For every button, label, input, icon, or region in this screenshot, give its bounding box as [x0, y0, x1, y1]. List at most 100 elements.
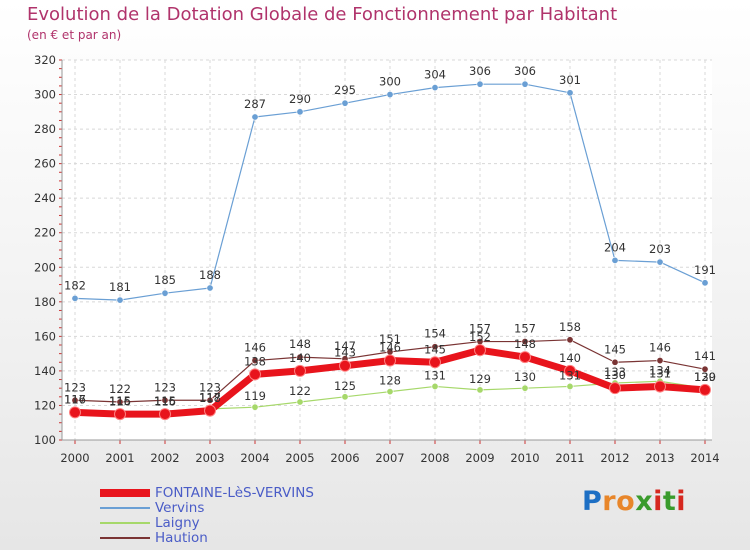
- data-point-vervins: [296, 108, 304, 116]
- legend-item-vervins: Vervins: [100, 500, 360, 517]
- logo-letter: i: [676, 486, 687, 517]
- data-label-laigny: 129: [469, 372, 491, 386]
- x-tick-label: 2012: [600, 451, 629, 465]
- legend-swatch-laigny: [100, 522, 150, 524]
- data-point-fontaine-les-vervins: [519, 351, 531, 364]
- data-point-laigny: [341, 393, 349, 401]
- data-label-laigny: 130: [514, 370, 536, 384]
- x-tick-label: 2009: [465, 451, 494, 465]
- data-label-haution: 147: [334, 339, 356, 353]
- data-label-vervins: 287: [244, 97, 266, 111]
- x-tick-label: 2001: [105, 451, 134, 465]
- data-label-fontaine-les-vervins: 115: [109, 394, 131, 408]
- data-label-vervins: 203: [649, 242, 671, 256]
- data-point-vervins: [701, 279, 709, 287]
- data-label-fontaine-les-vervins: 129: [694, 370, 716, 384]
- data-label-vervins: 300: [379, 75, 401, 89]
- x-tick-label: 2000: [60, 451, 89, 465]
- data-label-fontaine-les-vervins: 116: [64, 392, 86, 406]
- data-label-laigny: 128: [379, 374, 401, 388]
- data-point-haution: [701, 365, 709, 373]
- data-point-fontaine-les-vervins: [429, 356, 441, 369]
- data-label-haution: 122: [109, 382, 131, 396]
- x-tick-label: 2008: [420, 451, 449, 465]
- data-label-laigny: 116: [109, 394, 131, 408]
- x-tick-label: 2011: [555, 451, 584, 465]
- data-label-vervins: 204: [604, 240, 626, 254]
- data-point-vervins: [251, 113, 259, 121]
- data-point-laigny: [566, 382, 574, 390]
- data-point-vervins: [476, 80, 484, 88]
- data-point-haution: [71, 396, 79, 404]
- legend-label-vervins: Vervins: [155, 500, 205, 516]
- data-point-haution: [521, 338, 529, 346]
- data-label-haution: 145: [604, 342, 626, 356]
- data-point-laigny: [431, 382, 439, 390]
- data-label-fontaine-les-vervins: 140: [559, 351, 581, 365]
- chart-subtitle: (en € et par an): [27, 28, 122, 42]
- y-tick-label: 320: [34, 53, 56, 67]
- data-point-fontaine-les-vervins: [474, 344, 486, 357]
- data-point-haution: [656, 357, 664, 365]
- data-label-laigny: 119: [244, 389, 266, 403]
- data-label-haution: 123: [199, 380, 221, 394]
- logo-letter: r: [602, 486, 617, 517]
- data-point-vervins: [116, 296, 124, 304]
- data-point-fontaine-les-vervins: [654, 380, 666, 393]
- data-label-fontaine-les-vervins: 140: [289, 351, 311, 365]
- data-point-fontaine-les-vervins: [609, 382, 621, 395]
- data-point-fontaine-les-vervins: [339, 359, 351, 372]
- data-label-fontaine-les-vervins: 130: [604, 368, 626, 382]
- data-point-vervins: [386, 91, 394, 99]
- data-label-vervins: 182: [64, 278, 86, 292]
- data-point-fontaine-les-vervins: [699, 383, 711, 396]
- legend-swatch-haution: [100, 537, 150, 539]
- x-tick-label: 2014: [690, 451, 719, 465]
- x-tick-label: 2006: [330, 451, 359, 465]
- data-label-fontaine-les-vervins: 115: [154, 394, 176, 408]
- data-point-fontaine-les-vervins: [159, 408, 171, 421]
- x-tick-label: 2007: [375, 451, 404, 465]
- data-point-vervins: [566, 89, 574, 97]
- data-label-laigny: 131: [424, 368, 446, 382]
- plot-area: [62, 60, 712, 440]
- legend-item-fontaine-les-vervins: FONTAINE-LèS-VERVINS: [100, 485, 360, 502]
- data-point-vervins: [161, 289, 169, 297]
- data-point-haution: [251, 357, 259, 365]
- data-label-laigny: 134: [649, 363, 671, 377]
- data-point-fontaine-les-vervins: [249, 368, 261, 381]
- data-point-vervins: [521, 80, 529, 88]
- data-point-haution: [161, 396, 169, 404]
- data-point-haution: [431, 343, 439, 351]
- data-label-haution: 151: [379, 332, 401, 346]
- data-point-fontaine-les-vervins: [204, 404, 216, 417]
- data-point-laigny: [476, 386, 484, 394]
- data-label-fontaine-les-vervins: 145: [424, 342, 446, 356]
- data-point-laigny: [296, 398, 304, 406]
- data-point-laigny: [386, 388, 394, 396]
- data-label-haution: 141: [694, 349, 716, 363]
- x-tick-label: 2002: [150, 451, 179, 465]
- data-label-haution: 146: [244, 341, 266, 355]
- data-point-haution: [611, 358, 619, 366]
- data-label-haution: 123: [154, 380, 176, 394]
- data-label-haution: 158: [559, 320, 581, 334]
- data-label-laigny: 125: [334, 379, 356, 393]
- data-label-fontaine-les-vervins: 152: [469, 330, 491, 344]
- data-label-laigny: 131: [559, 368, 581, 382]
- chart-title: Evolution de la Dotation Globale de Fonc…: [27, 4, 618, 25]
- data-point-laigny: [251, 403, 259, 411]
- data-point-fontaine-les-vervins: [384, 354, 396, 367]
- proxiti-logo: Proxiti: [582, 486, 686, 517]
- legend-label-haution: Haution: [155, 530, 208, 546]
- x-tick-label: 2010: [510, 451, 539, 465]
- y-tick-label: 300: [34, 88, 56, 102]
- y-tick-label: 160: [34, 329, 56, 343]
- data-label-fontaine-les-vervins: 117: [199, 391, 221, 405]
- data-point-vervins: [71, 294, 79, 302]
- data-label-haution: 148: [289, 337, 311, 351]
- data-label-haution: 154: [424, 327, 446, 341]
- data-point-haution: [296, 353, 304, 361]
- data-label-laigny: 117: [64, 393, 86, 407]
